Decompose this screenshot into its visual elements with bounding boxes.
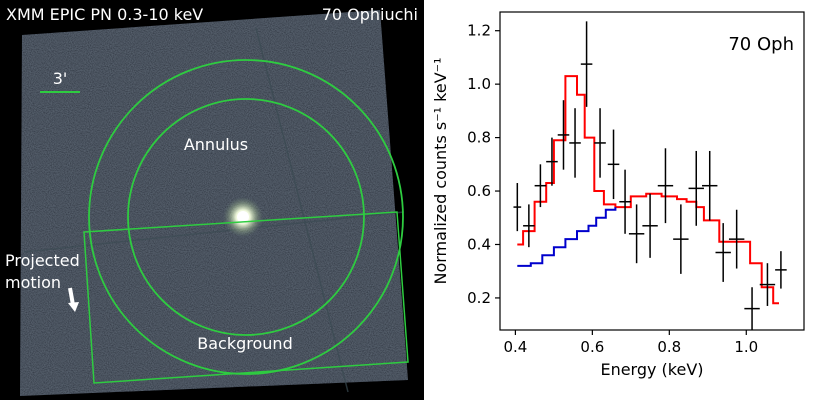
x-tick-label: 0.6 <box>580 338 604 356</box>
data-point <box>702 150 718 221</box>
data-point <box>569 108 581 178</box>
motion-label-line2: motion <box>5 273 61 292</box>
exposure-noise <box>20 10 408 396</box>
source-core <box>237 211 249 223</box>
data-point <box>744 287 760 330</box>
annulus-outer-circle <box>88 59 404 375</box>
data-point <box>775 251 787 289</box>
ccd-gap-vertical <box>255 27 349 393</box>
data-layer <box>513 21 787 330</box>
component-model-line <box>517 207 617 267</box>
y-tick-label: 0.8 <box>467 129 491 147</box>
x-tick-label: 0.4 <box>503 338 527 356</box>
background-label: Background <box>197 334 292 353</box>
data-point <box>580 21 593 107</box>
spectrum-chart: 0.4 0.6 0.8 1.0 0.2 0.4 0.6 0.8 1.0 1.2 70 Oph En… <box>431 11 805 379</box>
data-point <box>628 204 645 264</box>
x-tick-label: 0.8 <box>657 338 681 356</box>
image-title: XMM EPIC PN 0.3-10 keV <box>6 5 203 24</box>
data-point <box>642 193 658 258</box>
tick-layer: 0.4 0.6 0.8 1.0 0.2 0.4 0.6 0.8 1.0 1.2 <box>467 22 758 356</box>
target-name: 70 Ophiuchi <box>322 5 418 24</box>
y-axis-label: Normalized counts s⁻¹ keV⁻¹ <box>431 57 450 284</box>
motion-arrow-icon <box>68 287 79 312</box>
data-point <box>607 129 620 200</box>
x-tick-label: 1.0 <box>734 338 758 356</box>
annulus-inner-circle <box>127 98 365 336</box>
background-region <box>83 211 409 384</box>
motion-label-line1: Projected <box>5 251 80 270</box>
data-point <box>557 100 570 170</box>
data-point <box>523 204 535 248</box>
scale-label: 3' <box>53 69 68 88</box>
xmm-image-panel: XMM EPIC PN 0.3-10 keV 70 Ophiuchi 3' An… <box>0 0 424 400</box>
data-point <box>715 223 731 282</box>
model-layer <box>517 75 779 305</box>
chart-annotation: 70 Oph <box>728 34 794 55</box>
data-point <box>759 263 776 306</box>
data-point <box>728 209 745 269</box>
y-tick-label: 0.4 <box>467 235 491 253</box>
data-point <box>513 183 522 232</box>
data-point <box>534 164 547 208</box>
data-point <box>688 150 704 226</box>
y-tick-label: 0.6 <box>467 182 491 200</box>
y-tick-label: 1.2 <box>467 22 491 40</box>
data-point <box>619 169 631 234</box>
data-point <box>546 137 558 186</box>
plot-frame <box>499 11 805 331</box>
data-point <box>657 148 674 224</box>
data-point <box>673 204 689 274</box>
total-model-line <box>517 75 779 305</box>
y-tick-label: 0.2 <box>467 289 491 307</box>
annulus-label: Annulus <box>184 135 248 154</box>
x-axis-label: Energy (keV) <box>600 360 703 379</box>
ccd-gap-horizontal <box>23 211 405 253</box>
y-tick-label: 1.0 <box>467 75 491 93</box>
data-point <box>594 108 606 178</box>
